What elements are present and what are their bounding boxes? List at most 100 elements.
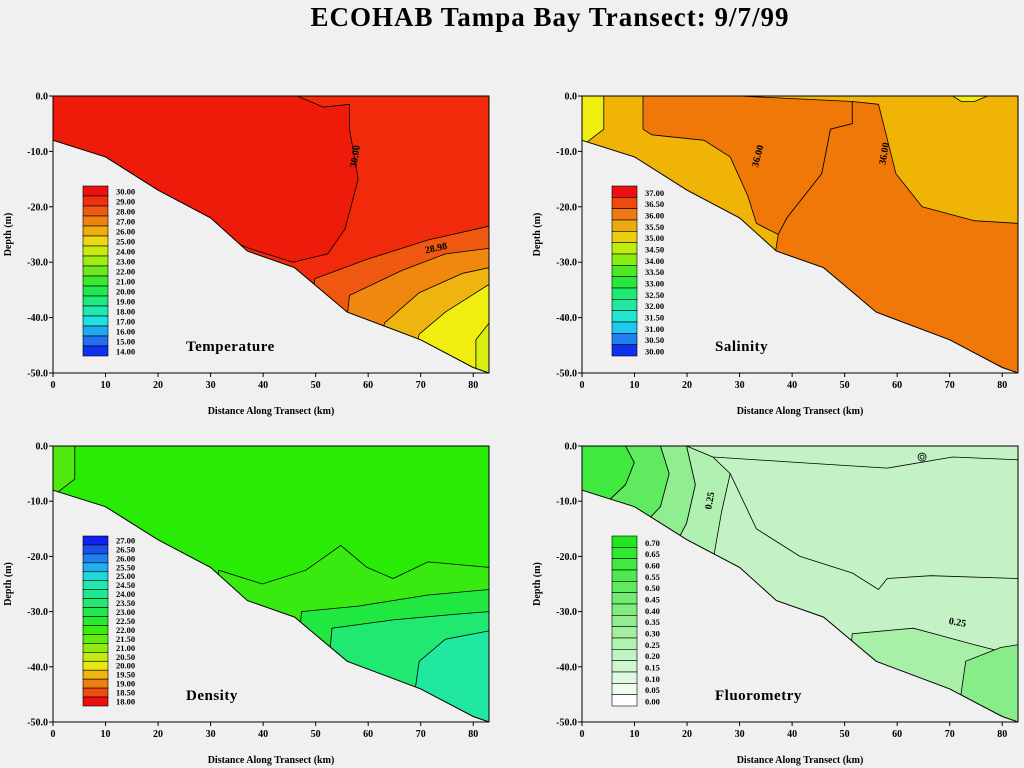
- y-tick-label: -10.0: [27, 147, 48, 158]
- legend-label: 0.10: [645, 674, 660, 684]
- y-tick-label: -10.0: [556, 147, 577, 158]
- x-tick-label: 20: [682, 380, 692, 391]
- legend-swatch: [611, 569, 638, 582]
- y-tick-label: -20.0: [27, 202, 48, 213]
- legend-swatch: [82, 544, 109, 555]
- legend-swatch: [82, 687, 109, 698]
- legend-swatch: [611, 683, 638, 695]
- legend-label: 37.00: [645, 188, 664, 198]
- legend-label: 14.00: [116, 347, 135, 357]
- legend-swatch: [82, 345, 109, 357]
- legend-swatch: [82, 580, 109, 590]
- legend-swatch: [611, 626, 638, 639]
- y-tick-label: -10.0: [556, 497, 577, 508]
- x-axis-label: Distance Along Transect (km): [737, 755, 864, 766]
- plot-frame: [52, 95, 490, 374]
- y-tick-label: -30.0: [556, 258, 577, 269]
- x-tick-label: 30: [206, 729, 216, 740]
- legend-swatch: [611, 299, 638, 311]
- y-axis-label: Depth (m): [532, 213, 543, 257]
- x-tick-label: 50: [840, 729, 850, 740]
- region-35-left: [582, 96, 605, 147]
- y-axis-label: Depth (m): [3, 562, 14, 606]
- legend-label: 19.00: [116, 297, 135, 307]
- legend-swatch: [611, 310, 638, 323]
- contour-label: 0.25: [948, 616, 967, 630]
- y-tick-label: -30.0: [27, 258, 48, 269]
- x-tick-label: 60: [363, 380, 373, 391]
- legend-label: 34.50: [645, 245, 664, 255]
- legend-swatch: [82, 669, 109, 680]
- panel-salinity: 0 10 20 30 40 50 60 70 80 0.0 -10.0 -20.0 -30.0 -40.0…: [532, 92, 1019, 417]
- x-tick-label: 20: [682, 729, 692, 740]
- x-tick-label: 30: [735, 380, 745, 391]
- legend-swatch: [611, 637, 638, 650]
- legend-label: 24.50: [116, 580, 135, 590]
- contour-label: 0.25: [703, 491, 717, 510]
- legend-swatch: [82, 275, 109, 287]
- legend-label: 0.65: [645, 549, 660, 559]
- contour-line-a: [712, 456, 1018, 469]
- x-tick-label: 50: [311, 729, 321, 740]
- seafloor-line: [52, 139, 490, 374]
- legend-swatch: [611, 231, 638, 243]
- legend-label: 0.15: [645, 663, 660, 673]
- legend-swatch: [82, 652, 109, 662]
- x-tick-label: 0: [580, 380, 585, 391]
- legend-swatch: [611, 276, 638, 289]
- legend-label: 0.05: [645, 685, 660, 695]
- legend-swatch: [611, 671, 638, 684]
- legend-label: 27.00: [116, 535, 135, 545]
- panel-temperature: 0 10 20 30 40 50 60 70 80 0.0 -10.0 -20.0 -30.0 -40.0…: [3, 92, 490, 417]
- legend-swatch: [611, 242, 638, 255]
- plot-frame: [581, 95, 1019, 374]
- legend-label: 22.50: [116, 616, 135, 626]
- legend-label: 25.00: [116, 571, 135, 581]
- legend-label: 22.00: [116, 625, 135, 635]
- x-tick-label: 20: [153, 380, 163, 391]
- legend-swatch: [611, 660, 638, 673]
- panel-fluorometry: 0 10 20 30 40 50 60 70 80 0.0 -10.0 -20.0 -30.0 -40.0…: [532, 442, 1019, 766]
- legend-label: 20.50: [116, 652, 135, 662]
- legend-swatch: [82, 553, 109, 564]
- legend-label: 28.00: [116, 207, 135, 217]
- x-tick-label: 40: [787, 380, 797, 391]
- legend-label: 32.00: [645, 301, 664, 311]
- legend-label: 35.00: [645, 233, 664, 243]
- legend-label: 21.00: [116, 277, 135, 287]
- legend-label: 30.00: [116, 187, 135, 197]
- legend-label: 35.50: [645, 222, 664, 232]
- x-tick-label: 70: [416, 729, 426, 740]
- legend-label: 0.55: [645, 572, 660, 582]
- y-tick-label: -40.0: [556, 662, 577, 673]
- legend-swatch: [611, 208, 638, 221]
- x-tick-label: 30: [206, 380, 216, 391]
- legend-label: 25.00: [116, 237, 135, 247]
- legend-swatch: [82, 225, 109, 237]
- legend-swatch: [82, 325, 109, 337]
- y-tick-label: 0.0: [565, 442, 578, 453]
- x-tick-label: 0: [51, 380, 56, 391]
- legend-label: 19.50: [116, 670, 135, 680]
- legend-swatch: [611, 197, 638, 209]
- y-tick-label: -50.0: [556, 369, 577, 380]
- legend-swatch: [611, 265, 638, 277]
- legend-swatch: [611, 535, 638, 548]
- x-tick-label: 50: [311, 380, 321, 391]
- legend-swatch: [82, 185, 109, 197]
- x-tick-label: 60: [363, 729, 373, 740]
- region-25: [475, 321, 489, 373]
- legend-label: 30.50: [645, 335, 664, 345]
- legend-label: 18.00: [116, 697, 135, 707]
- legend-swatch: [611, 219, 638, 232]
- legend-label: 34.00: [645, 256, 664, 266]
- legend-label: 24.00: [116, 589, 135, 599]
- legend-label: 0.40: [645, 606, 660, 616]
- y-tick-label: -50.0: [556, 718, 577, 729]
- seafloor-line: [581, 139, 1019, 374]
- legend-swatch: [611, 547, 638, 559]
- legend-label: 20.00: [116, 287, 135, 297]
- legend-swatch: [82, 535, 109, 546]
- legend-label: 23.00: [116, 607, 135, 617]
- region-left: [53, 446, 76, 497]
